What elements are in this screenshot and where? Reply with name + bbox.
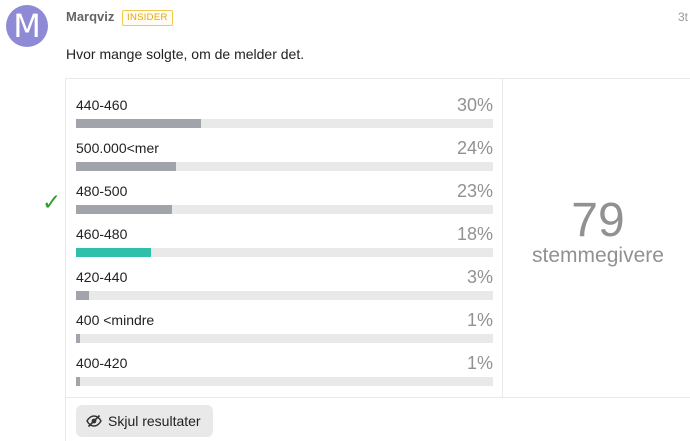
option-bar-track <box>76 205 493 214</box>
option-bar-track <box>76 377 493 386</box>
voter-label: stemmegivere <box>532 244 664 267</box>
option-bar-fill <box>76 205 172 214</box>
username[interactable]: Marqviz <box>66 9 115 24</box>
option-label: 420-440 <box>76 269 128 285</box>
post-text: Hvor mange solgte, om de melder det. <box>66 46 305 62</box>
poll-option: 480-500 23% <box>76 171 493 214</box>
option-bar-fill <box>76 291 89 300</box>
user-badge: INSIDER <box>122 10 173 26</box>
option-bar-track <box>76 248 493 257</box>
option-bar-fill <box>76 162 177 171</box>
handwritten-checkmark: ✓ <box>42 190 62 216</box>
poll: 440-460 30% 500.000<mer 24% 480-500 23% … <box>65 78 690 441</box>
option-bar-track <box>76 334 493 343</box>
poll-divider <box>502 79 503 397</box>
poll-option: 400 <mindre 1% <box>76 300 493 343</box>
poll-option: 500.000<mer 24% <box>76 128 493 171</box>
option-label: 460-480 <box>76 226 128 242</box>
poll-option: 460-480 18% <box>76 214 493 257</box>
eye-slash-icon <box>86 413 102 429</box>
poll-info: 79 stemmegivere <box>503 79 690 397</box>
option-bar-track <box>76 291 493 300</box>
option-label: 440-460 <box>76 97 128 113</box>
option-bar-fill <box>76 334 81 343</box>
option-percent: 23% <box>456 181 493 201</box>
option-percent: 24% <box>456 138 493 158</box>
poll-results: 440-460 30% 500.000<mer 24% 480-500 23% … <box>66 79 502 397</box>
poll-option: 440-460 30% <box>76 85 493 128</box>
option-percent: 3% <box>466 267 493 287</box>
option-bar-fill <box>76 119 202 128</box>
option-bar-track <box>76 162 493 171</box>
post-date[interactable]: 3t <box>678 10 689 24</box>
option-label: 480-500 <box>76 183 128 199</box>
poll-footer-divider <box>66 397 690 398</box>
option-percent: 1% <box>466 353 493 373</box>
option-percent: 1% <box>466 310 493 330</box>
option-percent: 18% <box>456 224 493 244</box>
hide-results-label: Skjul resultater <box>108 413 201 429</box>
voter-count: 79 <box>571 194 625 247</box>
poll-option: 400-420 1% <box>76 343 493 386</box>
avatar[interactable]: M <box>6 5 48 47</box>
option-label: 500.000<mer <box>76 140 159 156</box>
option-label: 400 <mindre <box>76 312 155 328</box>
option-bar-fill <box>76 248 152 257</box>
option-bar-track <box>76 119 493 128</box>
option-bar-fill <box>76 377 81 386</box>
poll-option: 420-440 3% <box>76 257 493 300</box>
option-label: 400-420 <box>76 355 128 371</box>
option-percent: 30% <box>456 95 493 115</box>
hide-results-button[interactable]: Skjul resultater <box>76 405 213 437</box>
